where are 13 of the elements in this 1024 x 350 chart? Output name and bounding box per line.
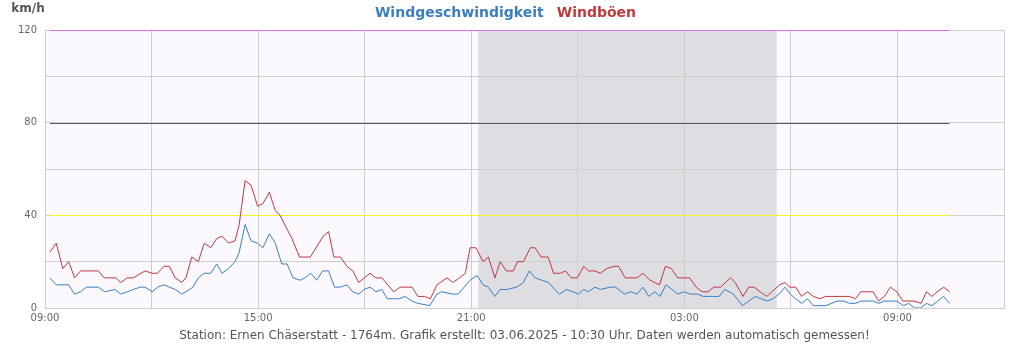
x-tick-label: 09:00 [30, 311, 60, 323]
text: Windböen [556, 3, 637, 20]
y-tick-label: 80 [24, 116, 37, 128]
y-axis-title: km/h [11, 1, 45, 16]
text: Station: Ernen Chäserstatt - 1764m. Grafik erstellt: 03.06.2025 - 10:30 Uhr. Daten werden automatisch gemessen! [179, 328, 870, 343]
y-tick-label: 120 [17, 23, 37, 35]
x-tick-label: 15:00 [243, 311, 273, 323]
x-tick-label: 09:00 [883, 311, 912, 323]
y-tick-label: 0 [30, 301, 37, 313]
x-tick-label: 03:00 [669, 311, 699, 323]
x-tick-label: 21:00 [456, 311, 486, 323]
text: Windgeschwindigkeit [374, 3, 545, 20]
y-tick-label: 40 [24, 208, 37, 220]
